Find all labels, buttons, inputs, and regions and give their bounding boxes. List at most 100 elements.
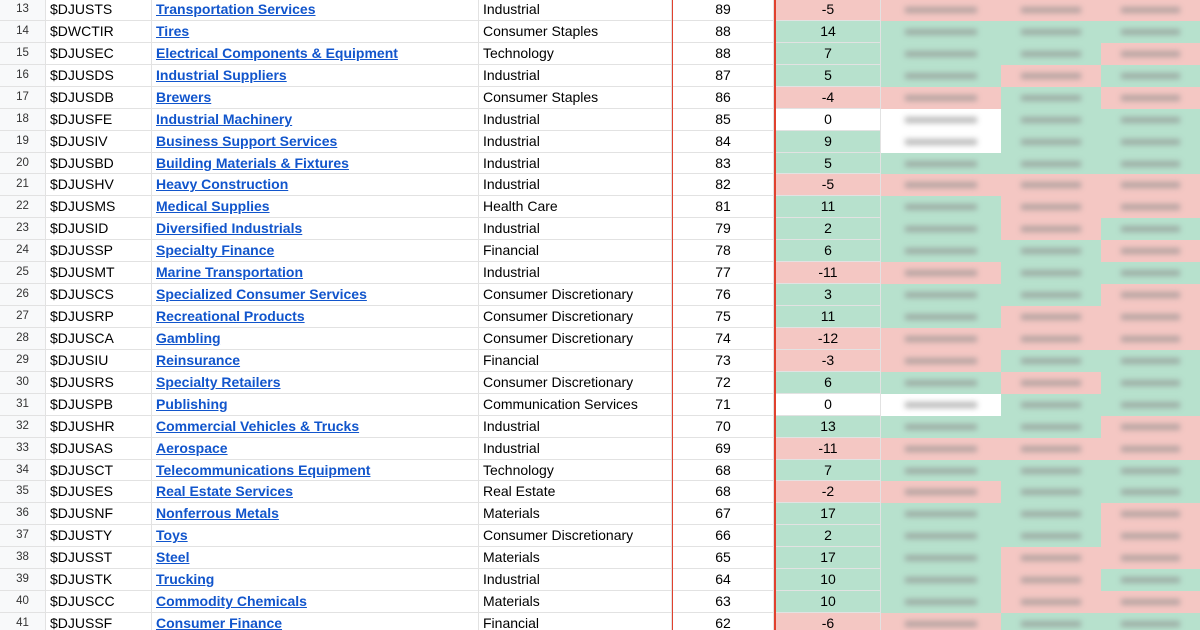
- industry-link[interactable]: Electrical Components & Equipment: [152, 42, 479, 65]
- blurred-cell: [1001, 64, 1101, 87]
- change: 0: [776, 108, 881, 131]
- industry-link[interactable]: Trucking: [152, 569, 479, 592]
- ticker: $DWCTIR: [46, 20, 152, 43]
- change: 5: [776, 64, 881, 87]
- blurred-text: [1021, 357, 1081, 364]
- score: 88: [673, 20, 774, 43]
- industry-link[interactable]: Heavy Construction: [152, 174, 479, 197]
- ticker: $DJUSCT: [46, 459, 152, 482]
- industry-link[interactable]: Industrial Suppliers: [152, 64, 479, 87]
- blurred-text: [1021, 467, 1081, 474]
- blurred-text: [1120, 292, 1181, 299]
- change: 7: [776, 459, 881, 482]
- ticker: $DJUSSP: [46, 240, 152, 263]
- blurred-text: [1120, 357, 1181, 364]
- score: 77: [673, 262, 774, 285]
- ticker: $DJUSDB: [46, 86, 152, 109]
- row-number: 18: [0, 108, 46, 131]
- blurred-cell: [1001, 591, 1101, 614]
- industry-link[interactable]: Medical Supplies: [152, 196, 479, 219]
- score: 68: [673, 481, 774, 504]
- industry-link[interactable]: Tires: [152, 20, 479, 43]
- industry-link[interactable]: Publishing: [152, 393, 479, 416]
- blurred-cell: [1101, 86, 1200, 109]
- blurred-text: [905, 226, 977, 233]
- industry-link[interactable]: Specialty Retailers: [152, 371, 479, 394]
- row-number: 32: [0, 415, 46, 438]
- blurred-text: [1021, 489, 1081, 496]
- industry-link[interactable]: Aerospace: [152, 437, 479, 460]
- score: 81: [673, 196, 774, 219]
- blurred-text: [905, 555, 977, 562]
- blurred-cell: [1101, 174, 1200, 197]
- change: 13: [776, 415, 881, 438]
- blurred-text: [1021, 248, 1081, 255]
- score: 65: [673, 547, 774, 570]
- industry-link[interactable]: Telecommunications Equipment: [152, 459, 479, 482]
- row-number: 31: [0, 393, 46, 416]
- industry-link[interactable]: Industrial Machinery: [152, 108, 479, 131]
- blurred-cell: [881, 0, 1001, 21]
- ticker: $DJUSHV: [46, 174, 152, 197]
- blurred-text: [905, 292, 977, 299]
- sector: Industrial: [479, 64, 672, 87]
- industry-link[interactable]: Real Estate Services: [152, 481, 479, 504]
- blurred-cell: [881, 20, 1001, 43]
- sector: Industrial: [479, 152, 672, 175]
- blurred-cell: [881, 547, 1001, 570]
- blurred-text: [1021, 182, 1081, 189]
- blurred-cell: [1001, 437, 1101, 460]
- industry-link[interactable]: Reinsurance: [152, 349, 479, 372]
- blurred-text: [1021, 160, 1081, 167]
- industry-link[interactable]: Commercial Vehicles & Trucks: [152, 415, 479, 438]
- blurred-cell: [1001, 371, 1101, 394]
- row-number: 15: [0, 42, 46, 65]
- sector: Consumer Discretionary: [479, 327, 672, 350]
- blurred-cell: [881, 152, 1001, 175]
- industry-link[interactable]: Transportation Services: [152, 0, 479, 21]
- blurred-text: [905, 270, 977, 277]
- ticker: $DJUSAS: [46, 437, 152, 460]
- industry-link[interactable]: Marine Transportation: [152, 262, 479, 285]
- blurred-text: [905, 445, 977, 452]
- row-number: 14: [0, 20, 46, 43]
- blurred-cell: [1101, 196, 1200, 219]
- blurred-text: [1021, 204, 1081, 211]
- blurred-cell: [1001, 481, 1101, 504]
- industry-link[interactable]: Building Materials & Fixtures: [152, 152, 479, 175]
- blurred-cell: [1001, 306, 1101, 328]
- industry-link[interactable]: Gambling: [152, 327, 479, 350]
- blurred-cell: [1001, 613, 1101, 630]
- industry-link[interactable]: Business Support Services: [152, 130, 479, 153]
- sector: Industrial: [479, 415, 672, 438]
- industry-link[interactable]: Commodity Chemicals: [152, 591, 479, 614]
- industry-link[interactable]: Toys: [152, 525, 479, 548]
- industry-link[interactable]: Brewers: [152, 86, 479, 109]
- score: 74: [673, 327, 774, 350]
- ticker: $DJUSHR: [46, 415, 152, 438]
- row-number: 21: [0, 174, 46, 197]
- blurred-cell: [881, 218, 1001, 241]
- score: 72: [673, 371, 774, 394]
- ticker: $DJUSIV: [46, 130, 152, 153]
- score: 87: [673, 64, 774, 87]
- ticker: $DJUSNF: [46, 503, 152, 526]
- sector: Technology: [479, 459, 672, 482]
- row-number: 37: [0, 525, 46, 548]
- blurred-text: [1021, 511, 1081, 518]
- row-number: 24: [0, 240, 46, 263]
- industry-link[interactable]: Specialized Consumer Services: [152, 284, 479, 306]
- industry-link[interactable]: Steel: [152, 547, 479, 570]
- industry-link[interactable]: Nonferrous Metals: [152, 503, 479, 526]
- industry-link[interactable]: Consumer Finance: [152, 613, 479, 630]
- ticker: $DJUSEC: [46, 42, 152, 65]
- industry-link[interactable]: Diversified Industrials: [152, 218, 479, 241]
- blurred-text: [905, 489, 977, 496]
- blurred-cell: [881, 174, 1001, 197]
- sector: Materials: [479, 591, 672, 614]
- blurred-cell: [881, 393, 1001, 416]
- blurred-cell: [1101, 437, 1200, 460]
- industry-link[interactable]: Specialty Finance: [152, 240, 479, 263]
- industry-link[interactable]: Recreational Products: [152, 306, 479, 328]
- blurred-text: [1021, 577, 1081, 584]
